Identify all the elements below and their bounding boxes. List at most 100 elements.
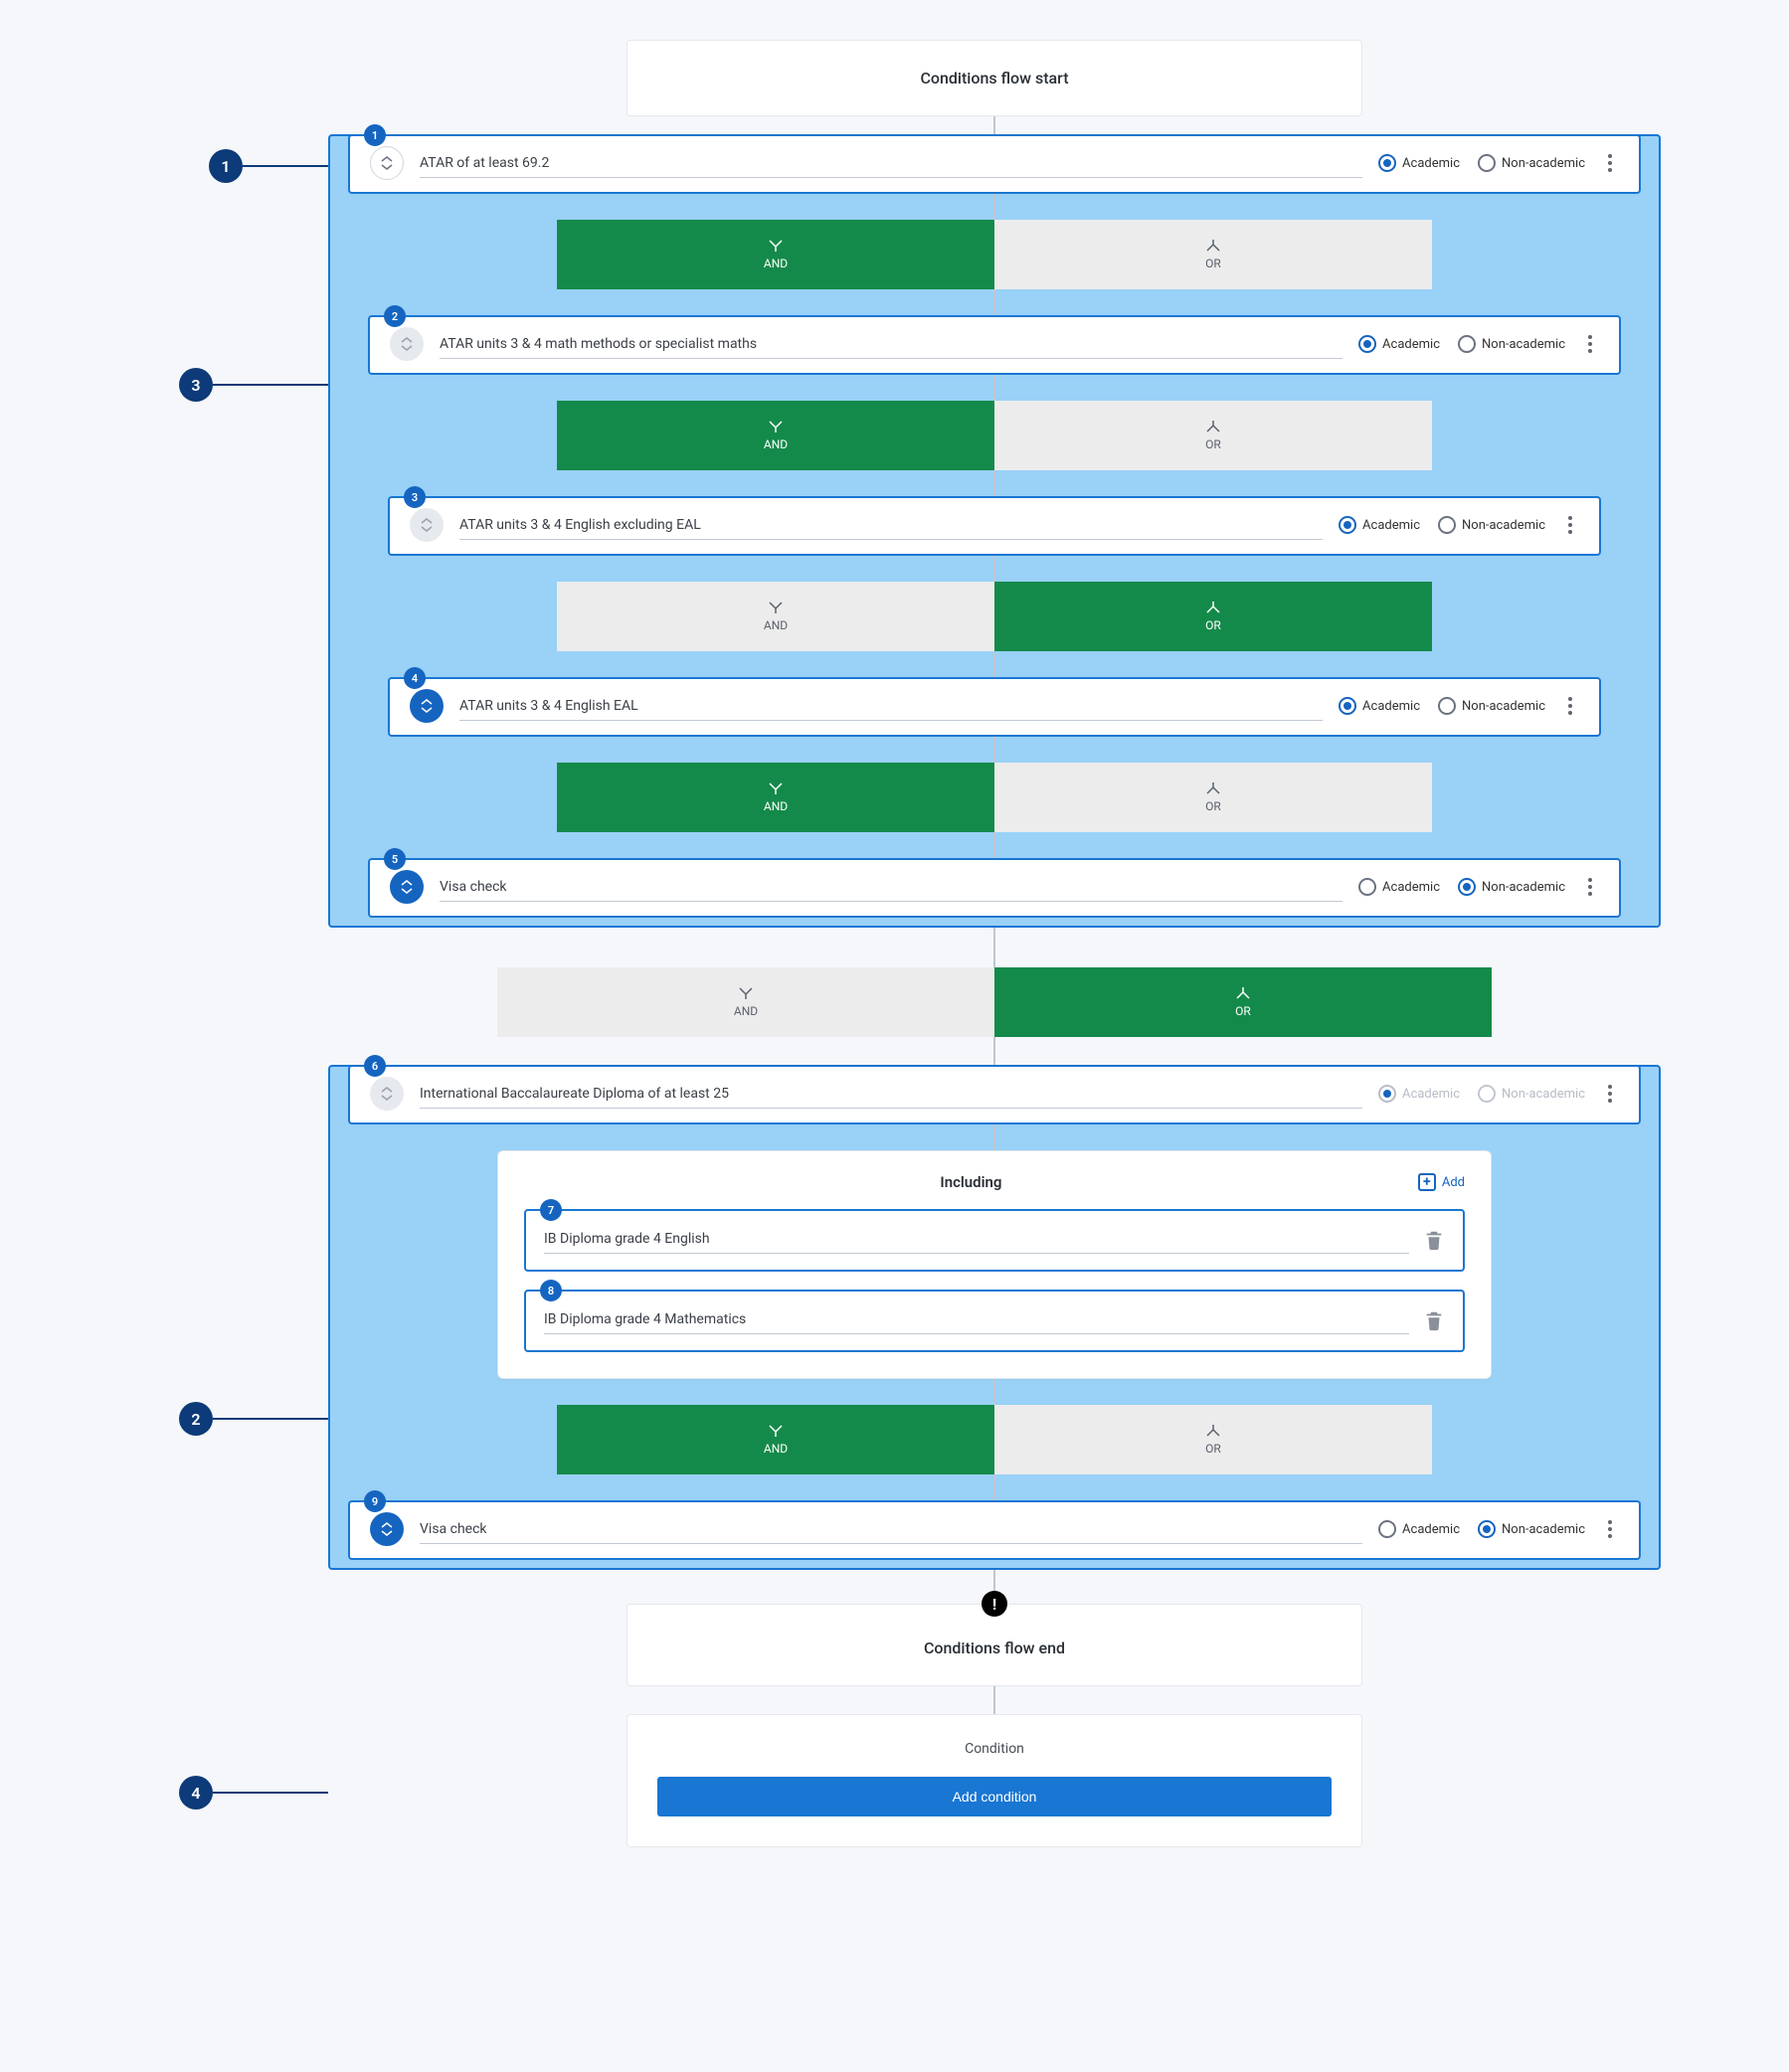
flow-start-banner: Conditions flow start — [626, 40, 1362, 116]
condition-row: 2 ATAR units 3 & 4 math methods or speci… — [368, 315, 1621, 375]
condition-text[interactable]: ATAR units 3 & 4 math methods or special… — [440, 330, 1342, 359]
connector-line — [993, 1474, 995, 1500]
radio-academic[interactable]: Academic — [1378, 1085, 1460, 1103]
logic-and-button[interactable]: AND — [557, 582, 994, 651]
more-menu-icon[interactable] — [1561, 692, 1579, 720]
radio-label: Non-academic — [1502, 1522, 1585, 1537]
radio-academic[interactable]: Academic — [1378, 154, 1460, 172]
logic-and-button[interactable]: AND — [557, 763, 994, 832]
more-menu-icon[interactable] — [1561, 511, 1579, 539]
row-number-badge: 9 — [364, 1490, 386, 1512]
add-condition-panel: Condition Add condition — [626, 1714, 1362, 1847]
more-menu-icon[interactable] — [1581, 873, 1599, 901]
radio-label: Non-academic — [1502, 1087, 1585, 1102]
logic-and-button[interactable]: AND — [497, 967, 994, 1037]
trash-icon[interactable] — [1423, 1308, 1445, 1332]
add-including-button[interactable]: + Add — [1418, 1173, 1465, 1191]
radio-label: Non-academic — [1462, 699, 1545, 714]
more-menu-icon[interactable] — [1601, 1080, 1619, 1108]
logic-or-button[interactable]: OR — [994, 220, 1432, 289]
connector-line — [993, 928, 995, 967]
radio-academic[interactable]: Academic — [1378, 1520, 1460, 1538]
condition-text[interactable]: Visa check — [440, 873, 1342, 902]
condition-text[interactable]: Visa check — [420, 1515, 1362, 1544]
radio-non-academic[interactable]: Non-academic — [1458, 335, 1565, 353]
condition-row: 5 Visa check Academic Non-academic — [368, 858, 1621, 918]
including-text[interactable]: IB Diploma grade 4 Mathematics — [544, 1305, 1409, 1334]
type-radio-group: Academic Non-academic — [1378, 1520, 1585, 1538]
trash-icon[interactable] — [1423, 1228, 1445, 1252]
logic-and-button[interactable]: AND — [557, 220, 994, 289]
radio-label: Academic — [1402, 156, 1460, 171]
condition-group-2: 6 International Baccalaureate Diploma of… — [328, 1065, 1661, 1570]
row-number: 7 — [548, 1204, 554, 1217]
callout-label: 3 — [191, 376, 200, 395]
radio-non-academic[interactable]: Non-academic — [1458, 878, 1565, 896]
drag-handle-icon[interactable] — [370, 1077, 404, 1111]
logic-or-button[interactable]: OR — [994, 582, 1432, 651]
warning-icon: ! — [982, 1591, 1007, 1617]
row-number-badge: 8 — [540, 1280, 562, 1301]
logic-label: AND — [764, 799, 788, 813]
logic-label: AND — [734, 1004, 758, 1018]
drag-handle-icon[interactable] — [390, 327, 424, 361]
connector-line — [993, 1037, 995, 1065]
logic-toggle: AND OR — [557, 1405, 1432, 1474]
including-item: 7 IB Diploma grade 4 English — [524, 1209, 1465, 1272]
logic-and-button[interactable]: AND — [557, 1405, 994, 1474]
connector-line — [993, 289, 995, 315]
callout-label: 1 — [221, 157, 230, 176]
logic-label: AND — [764, 1442, 788, 1456]
type-radio-group: Academic Non-academic — [1339, 516, 1545, 534]
radio-academic[interactable]: Academic — [1339, 697, 1420, 715]
connector-line — [993, 194, 995, 220]
add-condition-button[interactable]: Add condition — [657, 1777, 1332, 1816]
logic-label: OR — [1205, 799, 1221, 813]
logic-and-button[interactable]: AND — [557, 401, 994, 470]
drag-handle-icon[interactable] — [370, 1512, 404, 1546]
radio-non-academic[interactable]: Non-academic — [1438, 516, 1545, 534]
drag-handle-icon[interactable] — [410, 689, 444, 723]
radio-label: Academic — [1402, 1522, 1460, 1537]
drag-handle-icon[interactable] — [410, 508, 444, 542]
logic-or-button[interactable]: OR — [994, 967, 1492, 1037]
row-number-badge: 6 — [364, 1055, 386, 1077]
radio-label: Academic — [1362, 699, 1420, 714]
drag-handle-icon[interactable] — [390, 870, 424, 904]
radio-non-academic[interactable]: Non-academic — [1478, 1085, 1585, 1103]
condition-text[interactable]: ATAR units 3 & 4 English EAL — [459, 692, 1323, 721]
radio-non-academic[interactable]: Non-academic — [1438, 697, 1545, 715]
radio-academic[interactable]: Academic — [1358, 335, 1440, 353]
logic-toggle: AND OR — [557, 582, 1432, 651]
row-number: 3 — [412, 491, 418, 504]
logic-or-button[interactable]: OR — [994, 401, 1432, 470]
more-menu-icon[interactable] — [1601, 1515, 1619, 1543]
radio-academic[interactable]: Academic — [1358, 878, 1440, 896]
radio-label: Academic — [1362, 518, 1420, 533]
radio-non-academic[interactable]: Non-academic — [1478, 1520, 1585, 1538]
more-menu-icon[interactable] — [1601, 149, 1619, 177]
logic-or-button[interactable]: OR — [994, 763, 1432, 832]
row-number-badge: 2 — [384, 305, 406, 327]
logic-toggle: AND OR — [557, 220, 1432, 289]
type-radio-group: Academic Non-academic — [1358, 878, 1565, 896]
radio-non-academic[interactable]: Non-academic — [1478, 154, 1585, 172]
more-menu-icon[interactable] — [1581, 330, 1599, 358]
drag-handle-icon[interactable] — [370, 146, 404, 180]
logic-label: OR — [1205, 437, 1221, 451]
condition-row: 4 ATAR units 3 & 4 English EAL Academic … — [388, 677, 1601, 737]
logic-or-button[interactable]: OR — [994, 1405, 1432, 1474]
including-text[interactable]: IB Diploma grade 4 English — [544, 1225, 1409, 1254]
row-number: 2 — [392, 310, 398, 323]
connector-line — [993, 651, 995, 677]
type-radio-group: Academic Non-academic — [1339, 697, 1545, 715]
condition-text[interactable]: ATAR units 3 & 4 English excluding EAL — [459, 511, 1323, 540]
flow-start-label: Conditions flow start — [920, 69, 1068, 87]
row-number-badge: 5 — [384, 848, 406, 870]
radio-academic[interactable]: Academic — [1339, 516, 1420, 534]
logic-label: AND — [764, 618, 788, 632]
condition-text[interactable]: International Baccalaureate Diploma of a… — [420, 1080, 1362, 1109]
radio-label: Non-academic — [1462, 518, 1545, 533]
condition-panel-label: Condition — [657, 1741, 1332, 1757]
condition-text[interactable]: ATAR of at least 69.2 — [420, 149, 1362, 178]
